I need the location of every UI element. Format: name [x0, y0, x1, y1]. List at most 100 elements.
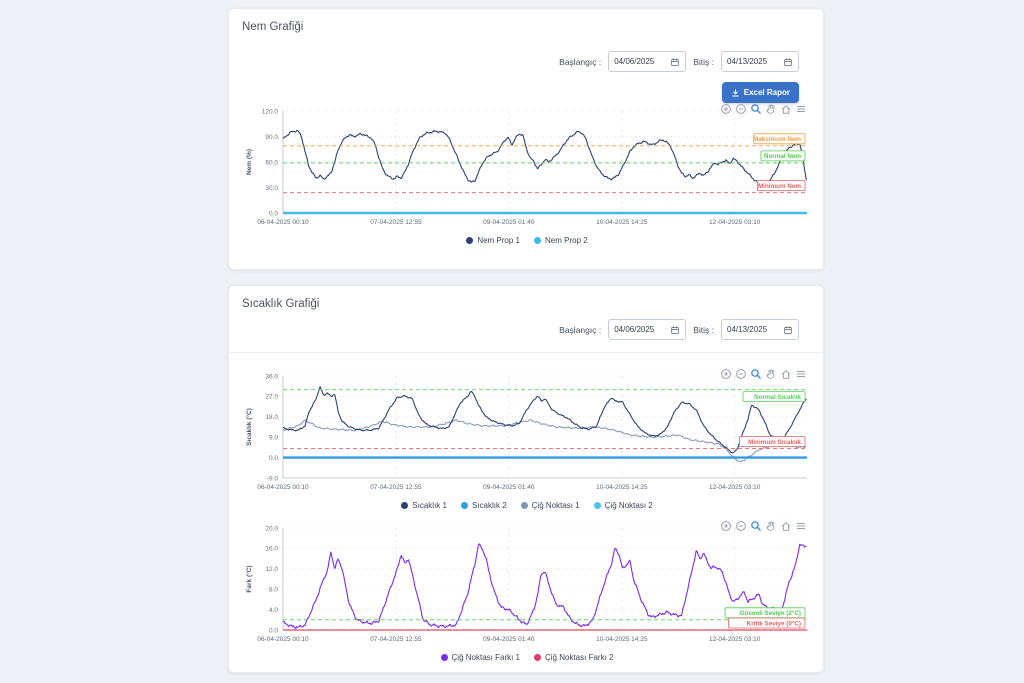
- legend-item[interactable]: Nem Prop 2: [534, 236, 588, 245]
- zoom-in-icon[interactable]: [720, 368, 732, 380]
- series-Çiğ Noktası 1: [282, 419, 807, 463]
- pan-icon[interactable]: [765, 520, 777, 532]
- series-Sıcaklık 1: [282, 386, 807, 454]
- svg-text:0.0: 0.0: [269, 627, 278, 634]
- humidity-start-date-input[interactable]: 04/06/2025: [608, 51, 687, 72]
- svg-text:0.0: 0.0: [269, 210, 278, 217]
- chart-toolbar: [720, 103, 807, 115]
- calendar-icon[interactable]: [783, 325, 793, 335]
- temperature-card-title: Sıcaklık Grafiği: [242, 298, 320, 310]
- box-zoom-icon[interactable]: [750, 103, 762, 115]
- svg-text:12-04-2025 03:10: 12-04-2025 03:10: [709, 219, 761, 226]
- svg-text:27.0: 27.0: [265, 394, 278, 401]
- svg-text:90.0: 90.0: [265, 134, 278, 141]
- calendar-icon[interactable]: [670, 325, 680, 335]
- humidity-chart[interactable]: 0.0 30.0 60.0 90.0 120.0 06-04-2025 00:10 07-0…: [241, 101, 813, 247]
- svg-text:Fark (°C): Fark (°C): [245, 565, 253, 592]
- svg-text:10-04-2025 14:25: 10-04-2025 14:25: [596, 219, 648, 226]
- excel-report-label: Excel Rapor: [743, 88, 790, 97]
- legend-dot: [401, 501, 409, 509]
- svg-text:Sıcaklık (°C): Sıcaklık (°C): [245, 408, 253, 446]
- svg-text:07-04-2025 12:55: 07-04-2025 12:55: [370, 484, 422, 491]
- legend-dot: [593, 501, 601, 509]
- svg-text:30.0: 30.0: [265, 185, 278, 192]
- legend-dot: [460, 501, 468, 509]
- svg-text:09-04-2025 01:40: 09-04-2025 01:40: [483, 219, 535, 226]
- humidity-date-controls: Başlangıç : 04/06/2025 Bitiş : 04/13/202…: [559, 51, 799, 72]
- series-Nem Prop 1: [282, 129, 807, 187]
- reset-axes-icon[interactable]: [780, 368, 792, 380]
- zoom-out-icon[interactable]: [735, 103, 747, 115]
- menu-icon[interactable]: [795, 368, 807, 380]
- humidity-end-date-input[interactable]: 04/13/2025: [721, 51, 799, 72]
- reset-axes-icon[interactable]: [780, 520, 792, 532]
- pan-icon[interactable]: [765, 368, 777, 380]
- ref-line-label: Minimum Nem: [757, 180, 806, 191]
- ref-line-label: Güvenli Seviye (2°C): [724, 607, 806, 619]
- legend-item[interactable]: Sıcaklık 1: [401, 501, 447, 510]
- temperature-end-date-value: 04/13/2025: [727, 325, 768, 334]
- svg-text:06-04-2025 00:10: 06-04-2025 00:10: [257, 636, 309, 643]
- svg-text:Minimum Nem: Minimum Nem: [758, 183, 801, 190]
- start-date-label: Başlangıç :: [559, 56, 602, 67]
- ref-line-label: Normal Nem: [760, 150, 806, 162]
- svg-text:8.0: 8.0: [269, 587, 278, 594]
- legend-item[interactable]: Çiğ Noktası 2: [593, 501, 653, 510]
- calendar-icon[interactable]: [670, 57, 680, 67]
- svg-text:10-04-2025 14:25: 10-04-2025 14:25: [596, 636, 648, 643]
- reset-axes-icon[interactable]: [780, 103, 792, 115]
- humidity-card: Nem Grafiği Başlangıç : 04/06/2025 Bitiş…: [228, 8, 824, 270]
- svg-text:09-04-2025 01:40: 09-04-2025 01:40: [483, 636, 535, 643]
- temperature-start-date-input[interactable]: 04/06/2025: [608, 319, 687, 340]
- svg-text:Normal Nem: Normal Nem: [764, 153, 801, 160]
- svg-text:07-04-2025 12:55: 07-04-2025 12:55: [370, 219, 422, 226]
- zoom-in-icon[interactable]: [720, 103, 732, 115]
- svg-text:12-04-2025 03:10: 12-04-2025 03:10: [709, 636, 761, 643]
- svg-text:10-04-2025 14:25: 10-04-2025 14:25: [596, 484, 648, 491]
- box-zoom-icon[interactable]: [750, 520, 762, 532]
- calendar-icon[interactable]: [783, 57, 793, 67]
- zoom-out-icon[interactable]: [735, 520, 747, 532]
- legend-item[interactable]: Çiğ Noktası 1: [520, 501, 580, 510]
- temperature-end-date-input[interactable]: 04/13/2025: [721, 319, 799, 340]
- legend-item[interactable]: Çiğ Noktası Farkı 1: [440, 653, 520, 662]
- svg-text:-9.0: -9.0: [267, 475, 279, 482]
- pan-icon[interactable]: [765, 103, 777, 115]
- temperature-plot-area[interactable]: -9.0 0.0 9.0 18.0 27.0 36.0 06-04-2025 00:10 07…: [241, 366, 813, 496]
- temperature-chart[interactable]: -9.0 0.0 9.0 18.0 27.0 36.0 06-04-2025 00:10 07…: [241, 366, 813, 512]
- excel-report-button[interactable]: Excel Rapor: [721, 82, 799, 103]
- legend-item[interactable]: Sıcaklık 2: [460, 501, 507, 510]
- zoom-out-icon[interactable]: [735, 368, 747, 380]
- dewpoint-difference-legend: Çiğ Noktası Farkı 1 Çiğ Noktası Farkı 2: [241, 650, 813, 664]
- legend-dot: [534, 236, 541, 244]
- humidity-legend: Nem Prop 1 Nem Prop 2: [241, 233, 813, 247]
- legend-item[interactable]: Çiğ Noktası Farkı 2: [534, 653, 613, 662]
- temperature-start-date-value: 04/06/2025: [614, 325, 655, 334]
- ref-line-label: Maksimum Nem: [753, 133, 806, 145]
- dewpoint-difference-chart[interactable]: 0.0 4.0 8.0 12.0 16.0 20.0 06-04-2025 00:10 07-…: [241, 518, 813, 664]
- svg-text:06-04-2025 00:10: 06-04-2025 00:10: [257, 219, 309, 226]
- ref-line-label: Normal Sıcaklık: [742, 391, 806, 403]
- svg-text:20.0: 20.0: [265, 525, 278, 532]
- humidity-card-title: Nem Grafiği: [242, 21, 304, 33]
- svg-text:4.0: 4.0: [269, 607, 278, 614]
- svg-text:Maksimum Nem: Maksimum Nem: [753, 136, 801, 143]
- legend-item[interactable]: Nem Prop 1: [466, 236, 520, 245]
- start-date-label: Başlangıç :: [559, 324, 602, 335]
- dewpoint-difference-plot-area[interactable]: 0.0 4.0 8.0 12.0 16.0 20.0 06-04-2025 00:10 07-…: [241, 518, 813, 648]
- box-zoom-icon[interactable]: [750, 368, 762, 380]
- menu-icon[interactable]: [795, 520, 807, 532]
- svg-text:16.0: 16.0: [265, 546, 278, 553]
- legend-dot: [534, 653, 541, 661]
- humidity-plot-area[interactable]: 0.0 30.0 60.0 90.0 120.0 06-04-2025 00:10 07-0…: [241, 101, 813, 231]
- svg-text:12.0: 12.0: [265, 566, 278, 573]
- end-date-label: Bitiş :: [693, 56, 714, 67]
- menu-icon[interactable]: [795, 103, 807, 115]
- zoom-in-icon[interactable]: [720, 520, 732, 532]
- chart-toolbar: [720, 368, 807, 380]
- svg-text:07-04-2025 12:55: 07-04-2025 12:55: [370, 636, 422, 643]
- svg-text:Nem (%): Nem (%): [246, 149, 253, 175]
- humidity-end-date-value: 04/13/2025: [727, 57, 768, 66]
- svg-text:09-04-2025 01:40: 09-04-2025 01:40: [483, 484, 535, 491]
- svg-text:18.0: 18.0: [265, 414, 278, 421]
